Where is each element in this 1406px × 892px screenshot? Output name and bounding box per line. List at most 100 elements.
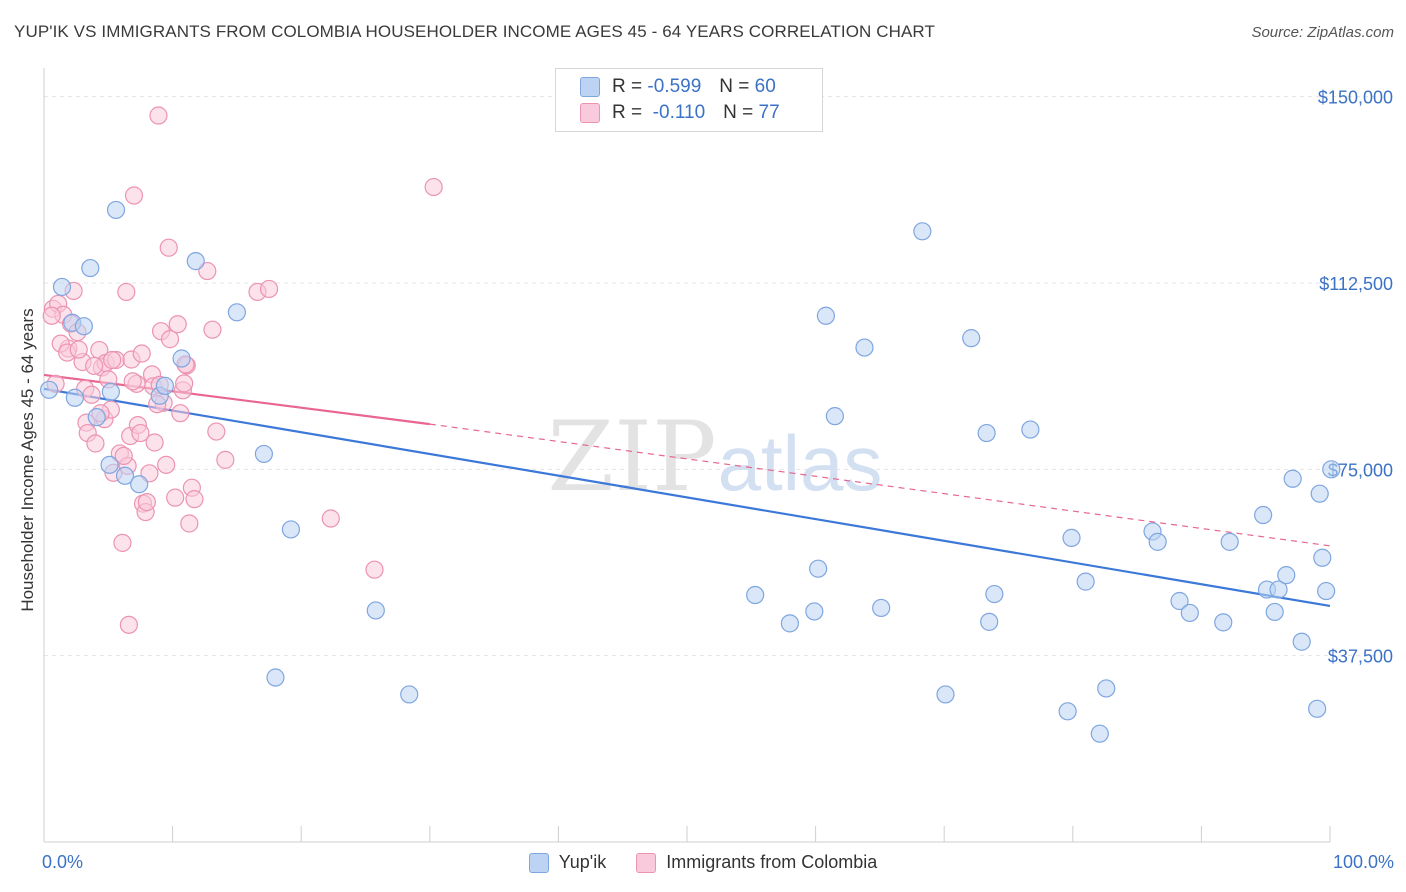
colombia-point <box>321 509 340 528</box>
r-value-colombia: -0.110 <box>652 102 706 123</box>
yupik-point <box>872 598 891 618</box>
yupik-point <box>809 559 828 578</box>
yupik-point <box>985 584 1004 604</box>
colombia-point <box>216 450 235 469</box>
yupik-point <box>172 349 191 368</box>
yupik-point <box>855 338 874 357</box>
yupik-point <box>936 685 955 704</box>
yupik-point <box>281 520 301 539</box>
colombia-point <box>198 261 217 281</box>
yupik-point <box>825 407 844 426</box>
yupik-point <box>962 329 981 348</box>
legend-row-yupik: R = -0.599 N = 60 <box>580 74 776 100</box>
colombia-point <box>207 422 226 441</box>
n-value-yupik: 60 <box>754 76 776 97</box>
watermark-atlas: atlas <box>718 419 883 507</box>
yupik-trend-line <box>43 387 1331 608</box>
yupik-points <box>40 200 1341 743</box>
legend-swatch-blue <box>580 77 600 97</box>
x-tick-max: 100.0% <box>1332 852 1394 872</box>
yupik-point <box>1058 702 1077 721</box>
yupik-point <box>155 376 174 395</box>
yupik-point <box>1254 505 1273 525</box>
yupik-point <box>1170 591 1189 611</box>
colombia-point <box>171 404 190 423</box>
yupik-point <box>780 614 799 633</box>
legend-swatch-blue <box>528 852 549 873</box>
yupik-point <box>400 685 419 704</box>
yupik-point <box>254 444 274 464</box>
x-tick-min: 0.0% <box>42 852 84 872</box>
colombia-point <box>175 374 194 393</box>
y-tick-labels: $37,500 $75,000 $112,500 $150,000 <box>1318 88 1393 667</box>
yupik-point <box>52 277 72 297</box>
colombia-points <box>42 106 443 634</box>
y-tick-label: $150,000 <box>1318 88 1393 108</box>
yupik-point <box>1292 632 1311 651</box>
n-label: N = <box>723 102 754 123</box>
yupik-point <box>913 222 932 241</box>
colombia-point <box>117 282 136 302</box>
yupik-point <box>40 380 59 399</box>
colombia-point <box>259 279 279 299</box>
colombia-point <box>69 340 88 359</box>
colombia-point <box>168 315 187 334</box>
yupik-point <box>1214 613 1233 632</box>
colombia-point <box>166 488 185 507</box>
colombia-point <box>131 423 150 443</box>
yupik-point <box>1220 532 1239 551</box>
chart-title: YUP'IK VS IMMIGRANTS FROM COLOMBIA HOUSE… <box>14 22 935 41</box>
yupik-point <box>65 388 84 407</box>
colombia-point <box>113 533 132 552</box>
colombia-point <box>157 455 176 474</box>
yupik-point <box>816 306 835 325</box>
legend-label-yupik: Yup'ik <box>558 852 607 872</box>
yupik-point <box>1277 566 1296 585</box>
colombia-trend-extension <box>429 423 1331 547</box>
colombia-point <box>365 560 384 579</box>
yupik-point <box>980 612 999 631</box>
n-value-colombia: 77 <box>758 102 780 123</box>
yupik-point <box>81 258 100 278</box>
yupik-point <box>366 601 385 620</box>
yupik-point <box>1097 679 1116 698</box>
yupik-point <box>87 408 106 427</box>
yupik-point <box>227 303 246 322</box>
yupik-point <box>1308 699 1327 718</box>
colombia-point <box>159 238 178 257</box>
gridlines <box>44 96 1380 657</box>
r-value-yupik: -0.599 <box>647 76 702 97</box>
correlation-legend: R = -0.599 N = 60 R = -0.110 N = 77 <box>555 68 823 132</box>
colombia-point <box>86 434 105 453</box>
yupik-point <box>1021 420 1040 439</box>
yupik-point <box>266 668 285 687</box>
colombia-point <box>103 350 122 370</box>
colombia-point <box>424 177 443 197</box>
colombia-point <box>185 490 204 509</box>
yupik-point <box>101 382 120 401</box>
yupik-point <box>1062 528 1081 547</box>
yupik-point <box>1090 724 1109 743</box>
watermark-zip: ZIP <box>547 401 716 513</box>
colombia-point <box>124 186 144 205</box>
colombia-point <box>85 356 104 376</box>
colombia-point <box>114 446 133 466</box>
legend-label-colombia: Immigrants from Colombia <box>666 852 878 872</box>
legend-swatch-pink <box>580 103 600 123</box>
colombia-point <box>149 106 168 125</box>
legend-item-yupik: Yup'ik <box>528 852 607 873</box>
yupik-point <box>1283 469 1302 488</box>
y-tick-label: $112,500 <box>1319 274 1393 294</box>
yupik-point <box>805 602 824 621</box>
legend-row-colombia: R = -0.110 N = 77 <box>580 100 780 126</box>
yupik-point <box>1310 484 1329 503</box>
colombia-point <box>123 372 142 391</box>
yupik-point <box>1322 460 1341 479</box>
colombia-point <box>42 306 61 325</box>
yupik-point <box>106 200 126 220</box>
yupik-point <box>186 252 205 271</box>
colombia-point <box>82 385 101 404</box>
yupik-point <box>1180 603 1199 623</box>
yupik-point <box>1269 580 1288 599</box>
